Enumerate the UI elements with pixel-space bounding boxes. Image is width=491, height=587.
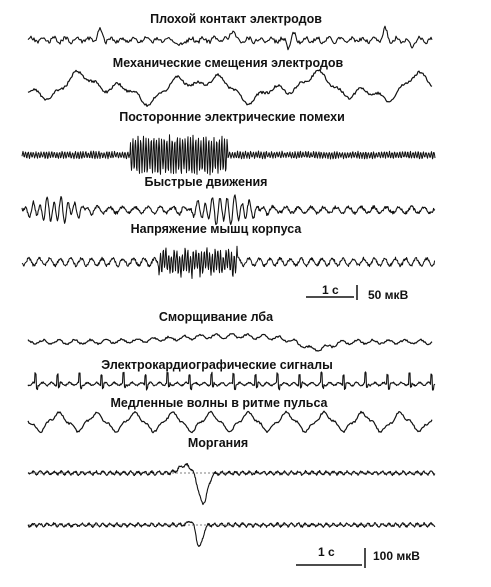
trace-fast-movements <box>21 194 436 226</box>
scale-top-time: 1 с <box>322 283 339 297</box>
label-blinks: Моргания <box>187 436 249 450</box>
trace-blink-2 <box>27 520 436 547</box>
label-ecg-signals: Электрокардиографические сигналы <box>101 358 333 372</box>
trace-ecg <box>27 371 436 391</box>
trace-forehead-wrinkle <box>27 333 433 352</box>
label-electrical-noise: Посторонние электрические помехи <box>119 110 345 124</box>
label-bad-contact: Плохой контакт электродов <box>150 12 322 26</box>
scale-bottom-time: 1 с <box>318 545 335 559</box>
label-fast-movements: Быстрые движения <box>144 175 268 189</box>
label-muscle-tension: Напряжение мышц корпуса <box>130 222 302 236</box>
trace-mechanical-shift <box>27 68 433 107</box>
trace-pulse-waves <box>27 410 433 434</box>
label-forehead-wrinkle: Сморщивание лба <box>158 310 274 324</box>
scale-top-amplitude: 50 мкВ <box>368 288 409 302</box>
trace-blink-1 <box>27 463 436 506</box>
trace-bad-contact <box>27 25 433 51</box>
label-pulse-waves: Медленные волны в ритме пульса <box>110 396 328 410</box>
label-mechanical-shift: Механические смещения электродов <box>112 56 344 70</box>
trace-electrical-noise <box>21 134 436 176</box>
trace-muscle-tension <box>21 245 435 279</box>
scale-bottom-amplitude: 100 мкВ <box>373 549 420 563</box>
